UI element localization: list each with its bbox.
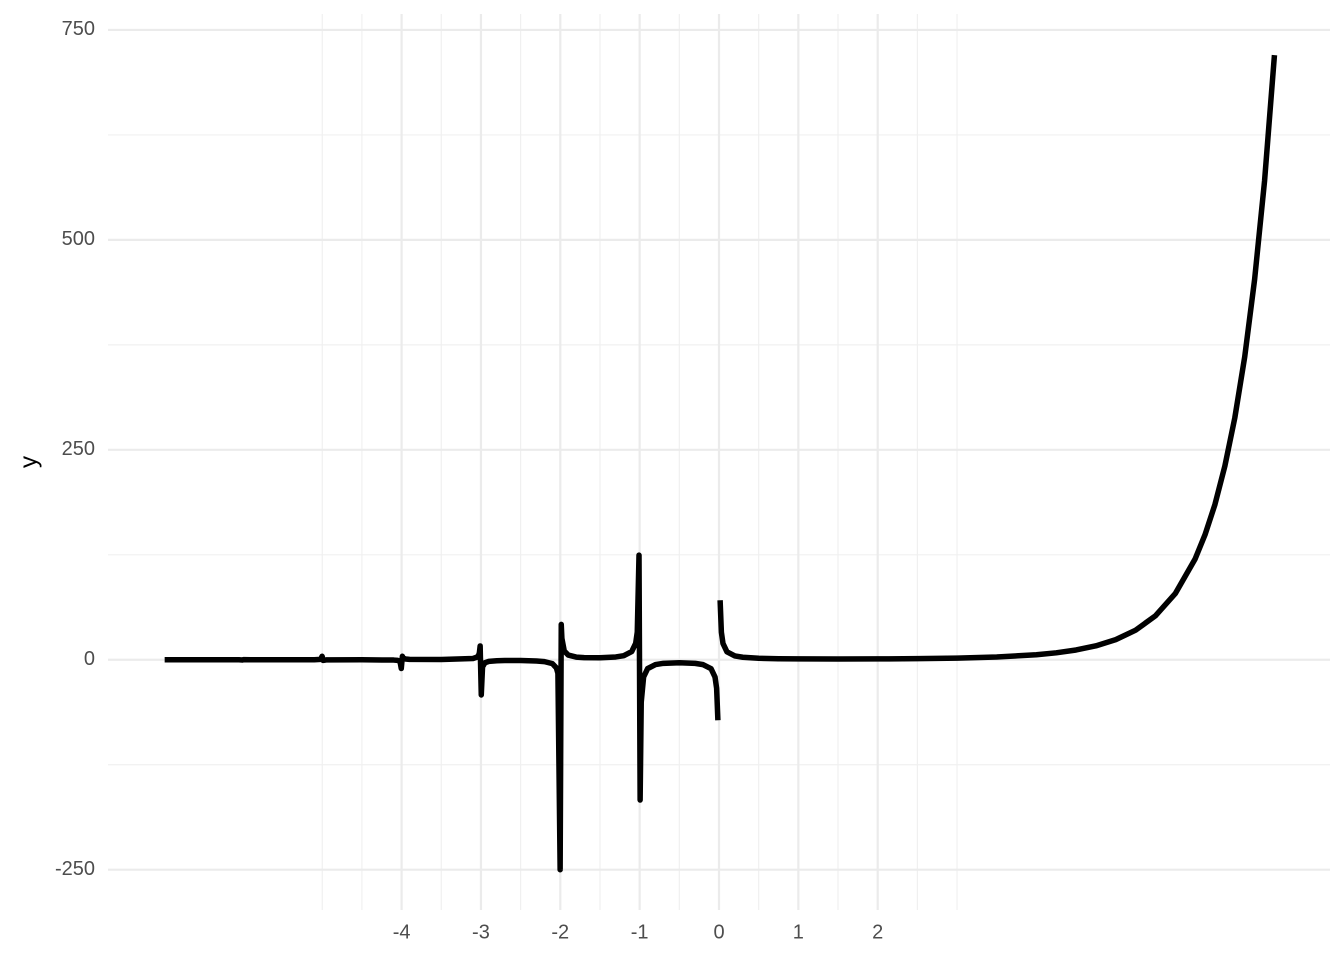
x-tick-label: -2: [551, 921, 569, 943]
x-tick-label: -4: [393, 921, 411, 943]
line: [164, 54, 1278, 873]
x-tick-label: 0: [713, 921, 724, 943]
x-tick-label: -3: [472, 921, 490, 943]
y-tick-label: 0: [84, 648, 95, 670]
y-tick-label: 750: [62, 18, 95, 40]
x-tick-label: 2: [872, 921, 883, 943]
y-tick-label: 500: [62, 228, 95, 250]
y-tick-label: 250: [62, 438, 95, 460]
y-axis-title: y: [15, 456, 42, 468]
x-tick-label: 1: [793, 921, 804, 943]
y-tick-label: -250: [55, 858, 95, 880]
x-tick-label: -1: [631, 921, 649, 943]
